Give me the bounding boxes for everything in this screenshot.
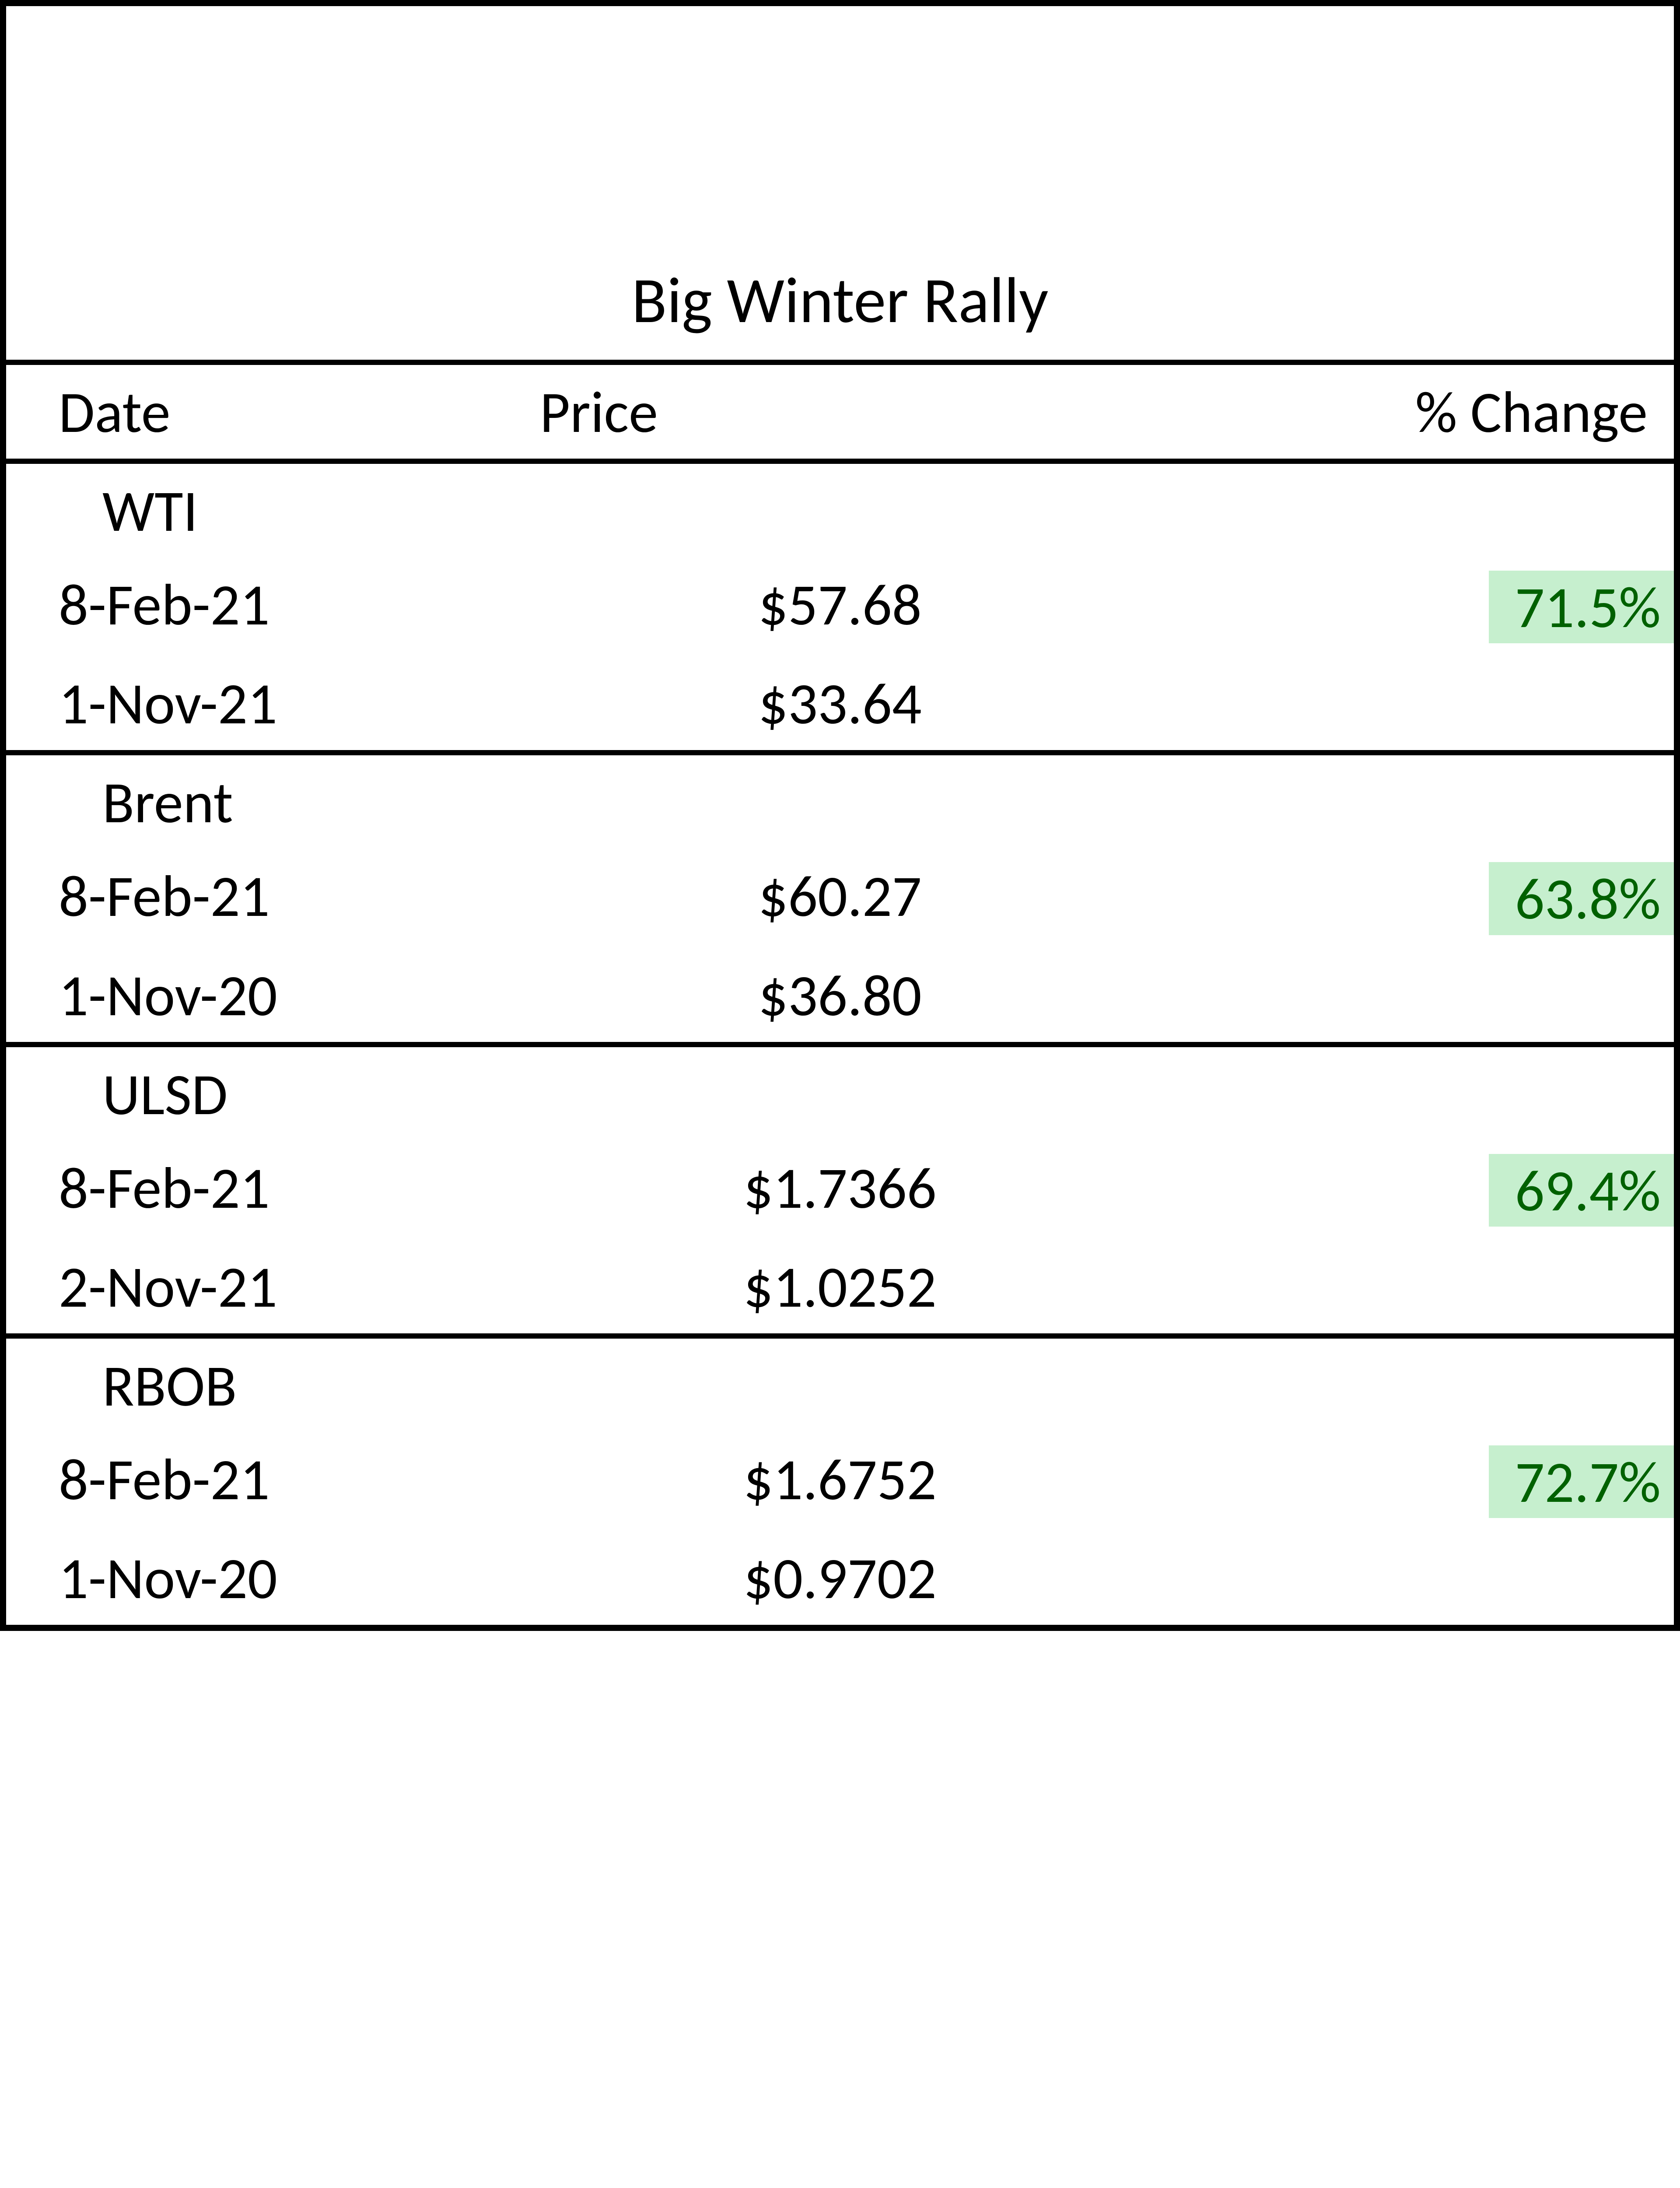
price-cell: $60.27 [540,849,1140,948]
pct-cell [1140,656,1674,750]
date-cell: 8-Feb-21 [6,849,540,948]
empty-cell [1140,464,1674,558]
empty-cell [540,464,1140,558]
section-name: ULSD [6,1047,540,1141]
date-cell: 8-Feb-21 [6,1141,540,1240]
date-cell: 1-Nov-20 [6,1531,540,1625]
section-name: WTI [6,464,540,558]
pct-cell: 71.5% [1140,558,1674,656]
pct-highlight: 72.7% [1489,1445,1674,1518]
data-row: 8-Feb-21 $60.27 63.8% [6,849,1674,948]
section-name-row: ULSD [6,1047,1674,1141]
data-row: 8-Feb-21 $57.68 71.5% [6,558,1674,656]
date-cell: 2-Nov-21 [6,1240,540,1333]
empty-cell [1140,1339,1674,1432]
data-row: 8-Feb-21 $1.7366 69.4% [6,1141,1674,1240]
section-name-row: RBOB [6,1339,1674,1432]
empty-cell [1140,1047,1674,1141]
header-row: Date Price % Change [6,365,1674,464]
section-name: RBOB [6,1339,540,1432]
table-title: Big Winter Rally [632,260,1048,340]
title-row: Big Winter Rally [6,6,1674,365]
section-name-row: WTI [6,464,1674,558]
data-row: 1-Nov-21 $33.64 [6,656,1674,755]
data-row: 1-Nov-20 $36.80 [6,948,1674,1047]
data-row: 2-Nov-21 $1.0252 [6,1240,1674,1339]
section-name: Brent [6,755,540,849]
pct-highlight: 63.8% [1489,862,1674,935]
header-pct: % Change [1140,365,1674,459]
price-cell: $1.6752 [540,1432,1140,1531]
date-cell: 8-Feb-21 [6,1432,540,1531]
price-table: Big Winter Rally Date Price % Change WTI… [0,0,1680,1631]
price-cell: $1.0252 [540,1240,1140,1333]
date-cell: 1-Nov-20 [6,948,540,1042]
price-cell: $0.9702 [540,1531,1140,1625]
empty-cell [540,1339,1140,1432]
date-cell: 1-Nov-21 [6,656,540,750]
price-cell: $57.68 [540,558,1140,656]
price-cell: $1.7366 [540,1141,1140,1240]
pct-cell [1140,1531,1674,1625]
data-row: 1-Nov-20 $0.9702 [6,1531,1674,1625]
pct-cell: 69.4% [1140,1141,1674,1240]
section-name-row: Brent [6,755,1674,849]
pct-highlight: 69.4% [1489,1154,1674,1227]
pct-cell [1140,1240,1674,1333]
date-cell: 8-Feb-21 [6,558,540,656]
empty-cell [540,1047,1140,1141]
pct-cell: 72.7% [1140,1432,1674,1531]
empty-cell [1140,755,1674,849]
pct-cell [1140,948,1674,1042]
price-cell: $33.64 [540,656,1140,750]
empty-cell [540,755,1140,849]
header-date: Date [6,365,540,459]
price-cell: $36.80 [540,948,1140,1042]
data-row: 8-Feb-21 $1.6752 72.7% [6,1432,1674,1531]
header-price: Price [540,365,1140,459]
pct-highlight: 71.5% [1489,571,1674,643]
pct-cell: 63.8% [1140,849,1674,948]
